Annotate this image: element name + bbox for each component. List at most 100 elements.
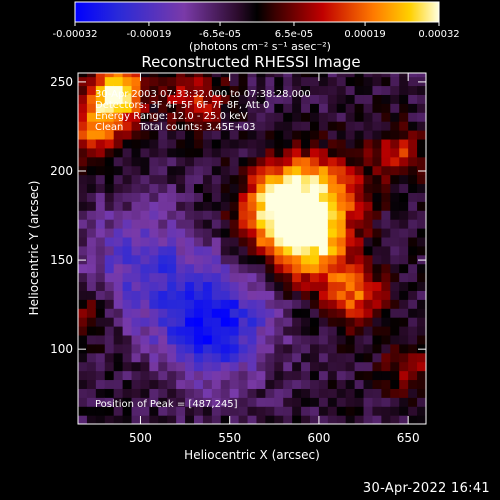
heatmap-cell: [194, 76, 204, 87]
heatmap-cell: [301, 201, 311, 211]
heatmap-cell: [292, 165, 302, 176]
heatmap-cell: [113, 299, 124, 309]
heatmap-cell: [256, 73, 266, 78]
heatmap-cell: [283, 192, 293, 202]
heatmap-cell: [149, 201, 159, 211]
heatmap-cell: [283, 219, 293, 229]
heatmap-cell: [363, 308, 374, 318]
heatmap-cell: [113, 201, 124, 211]
heatmap-cell: [86, 263, 97, 274]
heatmap-cell: [345, 76, 356, 87]
heatmap-cell: [122, 147, 133, 158]
heatmap-cell: [354, 388, 365, 398]
heatmap-cell: [327, 147, 338, 158]
heatmap-cell: [194, 156, 204, 167]
heatmap-cell: [229, 183, 240, 193]
heatmap-cell: [86, 379, 97, 389]
heatmap-cell: [194, 388, 204, 398]
heatmap-cell: [202, 228, 213, 238]
heatmap-cell: [265, 334, 275, 345]
heatmap-cell: [185, 76, 195, 87]
heatmap-cell: [229, 201, 240, 211]
heatmap-cell: [408, 112, 418, 122]
heatmap-cell: [140, 281, 150, 291]
heatmap-cell: [86, 370, 97, 381]
heatmap-cell: [194, 112, 204, 122]
y-tick-label: 200: [50, 164, 73, 178]
heatmap-cell: [158, 308, 168, 318]
heatmap-cell: [301, 326, 311, 336]
heatmap-cell: [238, 361, 249, 372]
heatmap-cell: [86, 130, 97, 140]
heatmap-cell: [95, 334, 106, 345]
heatmap-cell: [256, 210, 266, 220]
heatmap-cell: [408, 156, 418, 167]
heatmap-cell: [390, 73, 400, 78]
heatmap-cell: [238, 254, 249, 265]
heatmap-cell: [104, 138, 115, 149]
heatmap-cell: [327, 73, 338, 78]
heatmap-cell: [327, 379, 338, 389]
heatmap-cell: [229, 415, 240, 424]
heatmap-cell: [140, 370, 150, 381]
heatmap-cell: [238, 326, 249, 336]
heatmap-cell: [202, 156, 213, 167]
heatmap-cell: [274, 112, 284, 122]
heatmap-cell: [354, 263, 365, 274]
heatmap-cell: [274, 343, 284, 354]
heatmap-cell: [390, 299, 400, 309]
heatmap-cell: [363, 165, 374, 176]
heatmap-cell: [158, 112, 168, 122]
heatmap-cell: [292, 103, 302, 113]
heatmap-cell: [399, 299, 409, 309]
heatmap-cell: [229, 397, 240, 407]
heatmap-cell: [131, 290, 142, 300]
heatmap-cell: [265, 210, 275, 220]
heatmap-cell: [390, 76, 400, 87]
annotation-line: Detectors: 3F 4F 5F 6F 7F 8F, Att 0: [95, 100, 269, 111]
heatmap-cell: [390, 156, 400, 167]
heatmap-cell: [78, 290, 88, 300]
heatmap-cell: [390, 343, 400, 354]
heatmap-cell: [104, 121, 115, 131]
heatmap-cell: [256, 245, 266, 256]
heatmap-cell: [399, 290, 409, 300]
heatmap-cell: [256, 138, 266, 149]
heatmap-cell: [327, 290, 338, 300]
heatmap-cell: [131, 326, 142, 336]
heatmap-cell: [113, 361, 124, 372]
y-tick-label: 100: [50, 342, 73, 356]
heatmap-cell: [247, 317, 258, 327]
heatmap-cell: [301, 334, 311, 345]
heatmap-cell: [345, 299, 356, 309]
heatmap-cell: [354, 121, 365, 131]
heatmap-cell: [220, 334, 231, 345]
heatmap-cell: [327, 236, 338, 247]
heatmap-cell: [95, 201, 106, 211]
heatmap-cell: [292, 76, 302, 87]
heatmap-cell: [113, 85, 124, 95]
heatmap-cell: [247, 397, 258, 407]
heatmap-cell: [113, 138, 124, 149]
heatmap-cell: [301, 343, 311, 354]
heatmap-cell: [220, 406, 231, 416]
heatmap-cell: [95, 343, 106, 354]
heatmap-cell: [122, 254, 133, 265]
heatmap-cell: [78, 379, 88, 389]
heatmap-cell: [247, 379, 258, 389]
heatmap-cell: [336, 370, 347, 381]
heatmap-cell: [318, 73, 329, 78]
heatmap-cell: [194, 165, 204, 176]
heatmap-cell: [131, 121, 142, 131]
heatmap-cell: [185, 388, 195, 398]
heatmap-cell: [327, 370, 338, 381]
heatmap-cell: [95, 263, 106, 274]
heatmap-cell: [113, 219, 124, 229]
heatmap-cell: [372, 156, 382, 167]
heatmap-cell: [220, 210, 231, 220]
heatmap-cell: [417, 379, 426, 389]
heatmap-cell: [211, 210, 222, 220]
heatmap-cell: [283, 415, 293, 424]
heatmap-cell: [381, 379, 391, 389]
heatmap-cell: [95, 254, 106, 265]
